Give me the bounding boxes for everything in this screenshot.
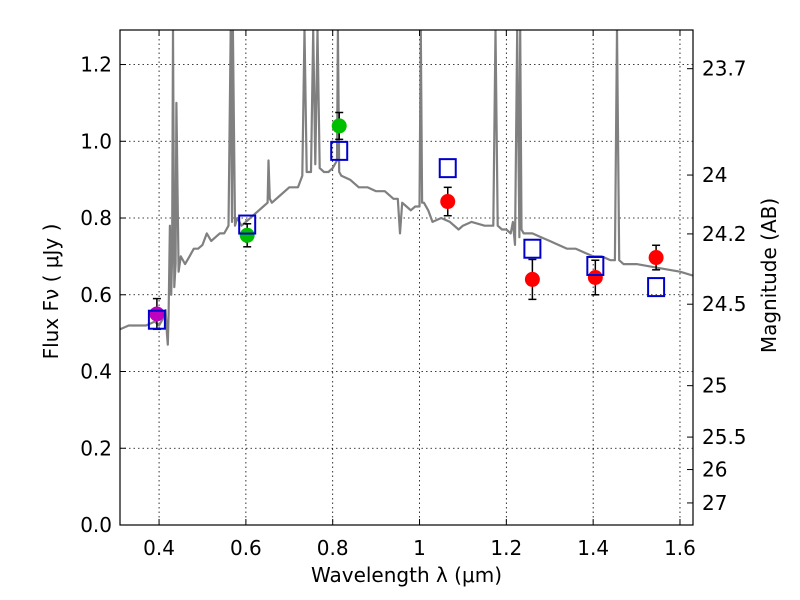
observed-flux-point [587, 270, 603, 285]
x-tick-label: 1.4 [577, 536, 609, 560]
magnitude-tick-label: 24.2 [702, 222, 747, 246]
model-photometry-square [238, 214, 257, 235]
model-spectrum [120, 30, 693, 346]
y-axis-label: Flux Fν ( μJy ) [39, 224, 63, 360]
grid-lines [120, 30, 693, 525]
x-tick-label: 1 [413, 536, 426, 560]
magnitude-tick-label: 24 [702, 163, 727, 187]
y-tick-label: 0.8 [80, 206, 112, 230]
model-photometry-square [523, 238, 542, 259]
x-tick-label: 0.6 [230, 536, 262, 560]
x-tick-label: 1.2 [490, 536, 522, 560]
model-spectrum-line [120, 30, 693, 346]
model-photometry-square [438, 158, 457, 179]
observed-flux-point [440, 194, 456, 210]
data-markers [147, 118, 666, 330]
observed-flux-point [648, 250, 664, 266]
magnitude-tick-label: 23.7 [702, 57, 747, 81]
x-tick-label: 0.8 [317, 536, 349, 560]
plot-frame [119, 29, 694, 526]
observed-flux-point [149, 306, 165, 322]
y-tick-label: 0.4 [80, 360, 112, 384]
x-axis-label: Wavelength λ (μm) [311, 563, 502, 587]
axis-ticks: 0.4 0.6 0.8 1 1.2 1.4 1.6 0.0 0.2 0.4 0.6 0.8 1.0 1.2… [80, 30, 747, 560]
model-photometry-square [586, 255, 605, 276]
y-tick-label: 0.6 [80, 283, 112, 307]
observed-flux-point [331, 118, 347, 134]
observed-flux-point [524, 271, 540, 287]
magnitude-tick-label: 25 [702, 374, 727, 398]
magnitude-axis-label: Magnitude (AB) [757, 198, 781, 353]
magnitude-tick-label: 25.5 [702, 425, 747, 449]
model-photometry-square [647, 277, 666, 298]
y-tick-label: 0.2 [80, 436, 112, 460]
magnitude-tick-label: 27 [702, 491, 727, 515]
y-tick-label: 1.2 [80, 53, 112, 77]
model-photometry-square [147, 309, 166, 330]
magnitude-tick-label: 24.5 [702, 292, 747, 316]
x-tick-label: 1.6 [664, 536, 696, 560]
y-tick-label: 1.0 [80, 129, 112, 153]
y-tick-label: 0.0 [80, 513, 112, 537]
model-photometry-square [330, 140, 349, 161]
x-tick-label: 0.4 [143, 536, 175, 560]
observed-flux-point [239, 227, 255, 243]
magnitude-tick-label: 26 [702, 458, 727, 482]
